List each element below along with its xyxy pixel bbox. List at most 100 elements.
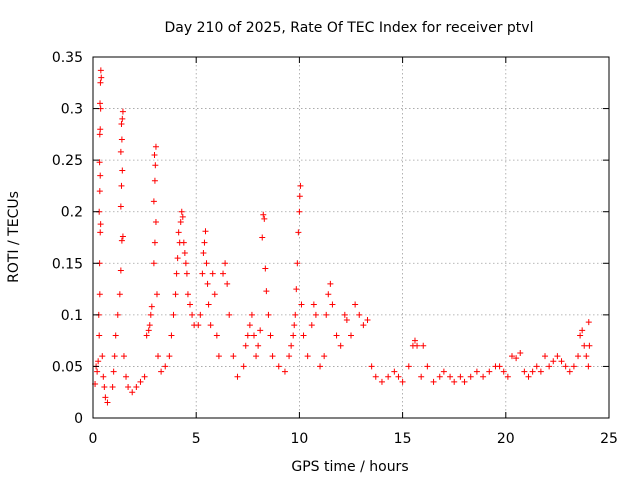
data-point	[329, 301, 336, 308]
data-point	[110, 368, 117, 375]
data-point	[204, 280, 211, 287]
data-point	[152, 143, 159, 150]
data-point	[385, 373, 392, 380]
data-point	[187, 301, 194, 308]
data-point	[253, 353, 260, 360]
data-point	[513, 355, 520, 362]
data-point	[195, 322, 202, 329]
data-point	[275, 363, 282, 370]
data-point	[168, 332, 175, 339]
data-point	[100, 373, 107, 380]
data-point	[504, 373, 511, 380]
data-point	[102, 394, 109, 401]
data-point	[430, 378, 437, 385]
data-point	[265, 311, 272, 318]
data-point	[147, 311, 154, 318]
data-point	[181, 249, 188, 256]
data-point	[323, 311, 330, 318]
data-point	[95, 358, 102, 365]
data-point	[155, 353, 162, 360]
data-point	[399, 378, 406, 385]
data-point	[281, 368, 288, 375]
data-point	[248, 311, 255, 318]
data-point	[312, 311, 319, 318]
data-point	[529, 368, 536, 375]
data-point	[296, 208, 303, 215]
data-point	[162, 363, 169, 370]
y-tick-label: 0.15	[52, 256, 83, 272]
data-point	[292, 311, 299, 318]
data-point	[97, 172, 104, 179]
data-point	[99, 353, 106, 360]
data-point	[151, 177, 158, 184]
data-point	[325, 291, 332, 298]
data-point	[240, 363, 247, 370]
data-point	[97, 221, 104, 228]
axis-ticks: 0 5 10 15 20 25 0 0.05 0.1 0.15 0.2 0.25 0.3 0.35	[52, 50, 618, 447]
data-point	[96, 131, 103, 138]
data-point	[473, 368, 480, 375]
data-point	[269, 353, 276, 360]
plot-frame	[92, 56, 610, 419]
data-point	[207, 322, 214, 329]
data-point	[517, 350, 524, 357]
data-point	[150, 260, 157, 267]
data-point	[554, 353, 561, 360]
data-point	[123, 373, 130, 380]
data-point	[259, 234, 266, 241]
data-point	[457, 373, 464, 380]
data-point	[244, 332, 251, 339]
x-tick-label: 25	[600, 431, 618, 447]
data-point	[436, 373, 443, 380]
data-point	[577, 332, 584, 339]
data-point	[296, 193, 303, 200]
data-point	[234, 373, 241, 380]
data-point	[177, 219, 184, 226]
data-point	[467, 373, 474, 380]
data-point	[546, 363, 553, 370]
data-point	[310, 301, 317, 308]
data-point	[562, 363, 569, 370]
data-point	[96, 188, 103, 195]
data-point	[317, 363, 324, 370]
data-point	[391, 368, 398, 375]
data-point	[189, 311, 196, 318]
data-point	[205, 301, 212, 308]
data-point	[224, 280, 231, 287]
data-point	[174, 255, 181, 262]
data-point	[418, 373, 425, 380]
data-point	[583, 353, 590, 360]
data-point	[145, 327, 152, 334]
data-point	[263, 288, 270, 295]
data-point	[352, 301, 359, 308]
data-point	[261, 215, 268, 222]
data-point	[175, 229, 182, 236]
data-point	[118, 121, 125, 128]
data-point	[203, 260, 210, 267]
data-point	[179, 213, 186, 220]
data-point	[364, 317, 371, 324]
y-axis-label: ROTI / TECUs	[6, 191, 22, 283]
data-point	[230, 353, 237, 360]
data-point	[96, 291, 103, 298]
data-point	[262, 265, 269, 272]
data-point	[143, 332, 150, 339]
data-point	[94, 368, 101, 375]
data-point	[209, 270, 216, 277]
data-point	[118, 182, 125, 189]
data-point	[500, 368, 507, 375]
data-point	[129, 389, 136, 396]
data-point	[97, 67, 104, 74]
data-point	[118, 237, 125, 244]
data-point	[146, 322, 153, 329]
data-point	[97, 79, 104, 86]
x-axis-label: GPS time / hours	[291, 459, 408, 475]
data-point	[158, 368, 165, 375]
data-point	[246, 322, 253, 329]
data-point	[148, 303, 155, 310]
data-point	[199, 270, 206, 277]
data-point	[151, 151, 158, 158]
data-point	[337, 342, 344, 349]
data-point	[290, 332, 297, 339]
